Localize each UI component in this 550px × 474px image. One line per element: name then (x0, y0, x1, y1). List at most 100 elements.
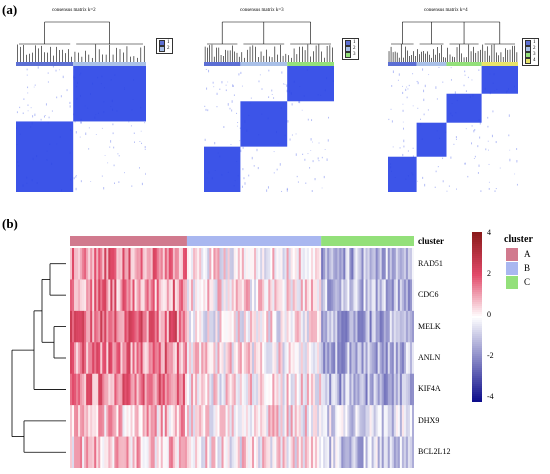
heatmap-cell (353, 248, 356, 280)
heatmap-cell (215, 436, 218, 468)
heatmap-cell (108, 310, 111, 343)
heatmap-cell (256, 310, 259, 343)
color-scale-step (472, 360, 482, 363)
color-scale-step (472, 326, 482, 329)
heatmap-cell (282, 405, 285, 437)
heatmap-cell (233, 436, 237, 468)
consensus-speckle (113, 146, 115, 149)
consensus-speckle (287, 120, 289, 123)
heatmap-cell (369, 279, 372, 312)
consensus-speckle (310, 150, 312, 151)
consensus-speckle (464, 70, 466, 73)
heatmap-cell (201, 279, 204, 312)
heatmap-cell (254, 373, 257, 406)
color-scale-step (472, 262, 482, 265)
heatmap-cell (94, 279, 97, 312)
heatmap-cell (160, 405, 164, 437)
color-scale-step (472, 274, 482, 277)
heatmap-cell (260, 436, 263, 468)
heatmap-cell (154, 279, 158, 312)
consensus-speckle (450, 67, 452, 69)
heatmap-cell (98, 342, 101, 375)
heatmap-cell (317, 373, 320, 406)
heatmap-cell (102, 373, 105, 406)
consensus-speckle (232, 85, 234, 87)
heatmap-cell (351, 373, 354, 406)
consensus-speckle (76, 81, 78, 84)
heatmap-cell (158, 436, 162, 468)
heatmap-cell (126, 373, 129, 406)
heatmap-cell (393, 279, 397, 312)
heatmap-cell (377, 405, 380, 437)
heatmap-cell (296, 405, 300, 437)
heatmap-cell (144, 373, 147, 406)
gene-label: DHX9 (418, 415, 440, 425)
consensus-speckle (26, 74, 28, 76)
consensus-speckle (289, 138, 291, 141)
heatmap-cell (197, 279, 200, 312)
consensus-legend-item: 1 (525, 40, 536, 46)
heatmap-cell (112, 279, 115, 312)
heatmap-cell (243, 373, 247, 406)
consensus-speckle (31, 179, 33, 182)
heatmap-cell (274, 405, 277, 437)
heatmap-cell (126, 342, 129, 375)
consensus-legend-item: 1 (159, 40, 170, 46)
consensus-speckle (407, 150, 409, 152)
heatmap-cell (323, 310, 326, 343)
heatmap-cell (361, 279, 364, 312)
consensus-speckle (206, 177, 208, 179)
heatmap-cell (154, 248, 158, 280)
heatmap-cell (110, 405, 113, 437)
consensus-speckle (19, 133, 21, 135)
heatmap-cell (389, 436, 393, 468)
heatmap-cell (114, 405, 117, 437)
consensus-speckle (293, 80, 295, 83)
consensus-speckle (45, 115, 47, 116)
heatmap-cell (272, 342, 275, 375)
heatmap-cell (333, 405, 336, 437)
consensus-speckle (286, 189, 288, 192)
heatmap-cell (369, 405, 372, 437)
heatmap-cell (405, 405, 409, 437)
heatmap-cell (310, 310, 314, 343)
consensus-speckle (471, 79, 473, 81)
heatmap-cell (195, 405, 198, 437)
consensus-speckle (305, 182, 307, 184)
heatmap-cell (82, 279, 85, 312)
heatmap-cell (170, 373, 174, 406)
consensus-speckle (332, 67, 334, 70)
consensus-speckle (36, 155, 38, 158)
heatmap-cell (333, 248, 336, 280)
heatmap-cell (363, 248, 366, 280)
heatmap-cell (401, 310, 405, 343)
heatmap-cell (235, 373, 239, 406)
consensus-speckle (408, 84, 410, 87)
heatmap-cell (162, 310, 166, 343)
heatmap-cell (290, 248, 293, 280)
heatmap-cell (122, 310, 125, 343)
consensus-speckle (145, 172, 146, 175)
heatmap-cell (180, 436, 184, 468)
heatmap-cell (335, 279, 338, 312)
consensus-speckle (242, 168, 244, 171)
legend-label: 3 (533, 52, 536, 57)
heatmap-cell (355, 436, 358, 468)
consensus-speckle (324, 89, 326, 92)
heatmap-cell (405, 248, 409, 280)
consensus-speckle (43, 115, 45, 118)
heatmap-cell (128, 342, 131, 375)
legend-label: 1 (167, 40, 170, 45)
heatmap-cell (290, 373, 293, 406)
heatmap-cell (108, 373, 111, 406)
color-scale-step (472, 344, 482, 347)
consensus-speckle (467, 175, 469, 178)
heatmap-cell (162, 436, 166, 468)
heatmap-cell (262, 279, 265, 312)
consensus-speckle (214, 170, 216, 171)
heatmap-cell (284, 342, 287, 375)
heatmap-cell (227, 373, 230, 406)
heatmap-cell (306, 310, 310, 343)
heatmap-cell (329, 436, 332, 468)
